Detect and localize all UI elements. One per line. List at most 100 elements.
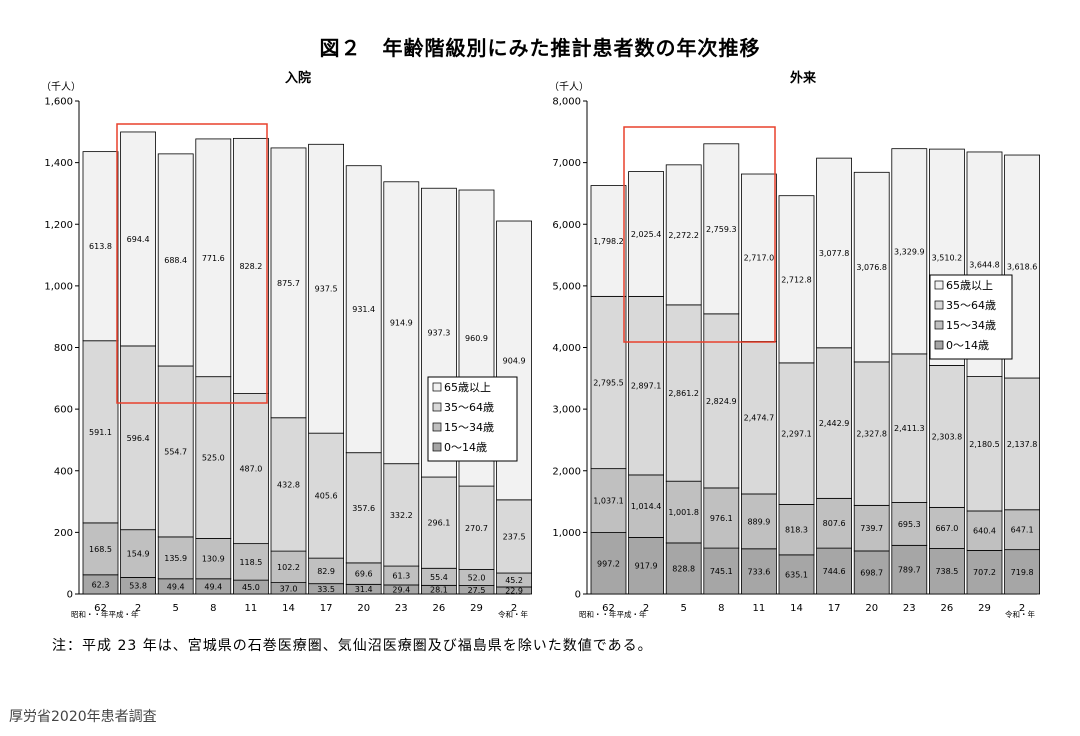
- data-label: 1,001.8: [668, 508, 699, 517]
- bar-segment: [891, 502, 928, 546]
- y-tick-label: 1,600: [44, 97, 73, 108]
- data-label: 1,037.1: [593, 497, 624, 506]
- data-label: 45.0: [242, 583, 260, 592]
- y-tick-label: 2,000: [552, 466, 581, 477]
- data-label: 168.5: [89, 545, 112, 554]
- data-label: 744.6: [823, 567, 846, 576]
- legend-label: 15～34歳: [444, 421, 494, 434]
- data-label: 904.9: [503, 356, 526, 365]
- x-tick-label: 20: [865, 603, 878, 614]
- data-label: 2,442.9: [819, 419, 850, 428]
- y-axis-unit-label: （千人）: [549, 81, 589, 93]
- x-tick-label: 23: [395, 603, 408, 614]
- y-tick-label: 1,000: [44, 281, 73, 292]
- y-tick-label: 1,000: [552, 528, 581, 539]
- y-tick-label: 7,000: [552, 158, 581, 169]
- data-label: 28.1: [430, 586, 448, 595]
- bar-segment: [741, 341, 777, 495]
- data-label: 591.1: [89, 428, 112, 437]
- data-label: 332.2: [390, 511, 413, 520]
- data-label: 22.9: [505, 586, 523, 595]
- data-label: 771.6: [202, 254, 225, 263]
- data-label: 596.4: [127, 434, 150, 443]
- x-tick-label: 2: [135, 603, 141, 614]
- legend-swatch: [432, 382, 442, 392]
- data-label: 49.4: [167, 582, 185, 591]
- bar-segment: [590, 185, 627, 297]
- data-label: 2,759.3: [706, 225, 737, 234]
- bar-segment: [853, 550, 890, 595]
- legend-swatch: [432, 422, 442, 432]
- y-tick-label: 4,000: [552, 343, 581, 354]
- x-tick-label: 17: [320, 603, 333, 614]
- y-tick-label: 0: [67, 590, 73, 601]
- bar-segment: [628, 295, 664, 476]
- y-tick-label: 8,000: [552, 97, 581, 108]
- data-label: 135.9: [164, 554, 187, 563]
- data-label: 3,618.6: [1007, 263, 1038, 272]
- legend-label: 65歳以上: [946, 279, 993, 292]
- bar-segment: [853, 361, 890, 506]
- legend-swatch: [934, 320, 944, 330]
- bar-segment: [703, 143, 740, 315]
- bar-segment: [120, 131, 156, 347]
- data-label: 432.8: [277, 480, 300, 489]
- x-tick-label: 11: [245, 603, 258, 614]
- data-label: 154.9: [127, 550, 150, 559]
- data-label: 667.0: [935, 524, 958, 533]
- x-tick-label: 2: [1019, 603, 1025, 614]
- x-tick-label: 8: [210, 603, 216, 614]
- data-label: 828.2: [239, 262, 262, 271]
- x-tick-label: 2: [643, 603, 649, 614]
- x-tick-label: 5: [681, 603, 687, 614]
- legend-label: 35～64歳: [444, 401, 494, 414]
- data-label: 270.7: [465, 524, 488, 533]
- data-label: 296.1: [427, 519, 450, 528]
- x-tick-label: 29: [978, 603, 991, 614]
- data-label: 525.0: [202, 454, 225, 463]
- y-tick-label: 1,200: [44, 220, 73, 231]
- data-label: 2,297.1: [781, 430, 812, 439]
- data-label: 31.4: [355, 585, 373, 594]
- data-label: 719.8: [1011, 568, 1034, 577]
- bar-segment: [308, 557, 345, 585]
- x-tick-label: 26: [433, 603, 446, 614]
- data-label: 914.9: [390, 319, 413, 328]
- legend-label: 65歳以上: [444, 381, 491, 394]
- data-label: 2,272.2: [668, 231, 699, 240]
- legend-swatch: [934, 280, 944, 290]
- legend-label: 0～14歳: [444, 441, 487, 454]
- bar-segment: [778, 195, 815, 364]
- data-label: 237.5: [503, 532, 526, 541]
- bar-segment: [157, 153, 194, 367]
- data-label: 554.7: [164, 447, 187, 456]
- data-label: 33.5: [317, 585, 335, 594]
- bar-segment: [966, 510, 1003, 551]
- data-label: 733.6: [747, 567, 770, 576]
- bar-segment: [345, 165, 382, 454]
- data-label: 745.1: [710, 567, 733, 576]
- bar-segment: [82, 151, 119, 342]
- data-label: 635.1: [785, 570, 808, 579]
- data-label: 688.4: [164, 256, 187, 265]
- data-label: 357.6: [352, 504, 375, 513]
- x-tick-label: 20: [357, 603, 370, 614]
- bar-segment: [891, 544, 928, 595]
- data-label: 828.8: [672, 564, 695, 573]
- bar-segment: [590, 295, 627, 470]
- x-tick-label: 62: [94, 603, 107, 614]
- bar-segment: [891, 148, 928, 355]
- legend-box: [427, 376, 518, 462]
- data-label: 29.4: [392, 585, 410, 594]
- bar-segment: [82, 522, 119, 576]
- bar-segment: [816, 547, 852, 595]
- data-label: 707.2: [973, 568, 996, 577]
- y-tick-label: 6,000: [552, 220, 581, 231]
- legend-swatch: [934, 340, 944, 350]
- x-tick-label: 62: [602, 603, 615, 614]
- data-label: 789.7: [898, 566, 921, 575]
- y-tick-label: 400: [54, 466, 73, 477]
- data-label: 62.3: [92, 580, 110, 589]
- data-label: 2,137.8: [1007, 440, 1038, 449]
- data-label: 2,474.7: [744, 414, 775, 423]
